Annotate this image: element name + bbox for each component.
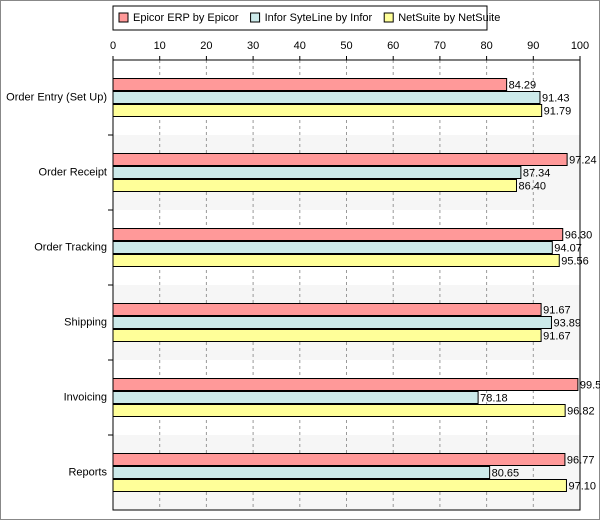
x-tick-label: 10	[154, 40, 166, 52]
y-tick-label: Order Tracking	[34, 241, 107, 253]
value-label: 96.77	[567, 454, 595, 466]
x-tick-label: 80	[480, 40, 492, 52]
value-label: 95.56	[561, 255, 589, 267]
bar	[112, 241, 553, 254]
x-tick-label: 20	[200, 40, 212, 52]
bar	[112, 378, 579, 391]
value-label: 84.29	[509, 79, 537, 91]
bar	[112, 91, 541, 104]
plot-frame	[112, 59, 581, 511]
y-tick-label: Order Receipt	[39, 166, 107, 178]
value-label: 97.24	[569, 154, 597, 166]
legend-swatch	[118, 12, 129, 23]
bar	[112, 166, 522, 179]
bar	[112, 153, 568, 166]
value-label: 91.43	[542, 92, 570, 104]
bar	[112, 391, 479, 404]
y-tick-label: Invoicing	[64, 391, 107, 403]
value-label: 80.65	[492, 467, 520, 479]
x-tick-label: 60	[387, 40, 399, 52]
bar	[112, 479, 567, 492]
value-label: 86.40	[518, 180, 546, 192]
bar	[112, 453, 566, 466]
bar	[112, 466, 491, 479]
value-label: 93.89	[553, 317, 581, 329]
legend-label: Infor SyteLine by Infor	[265, 12, 373, 24]
y-tick-label: Reports	[68, 466, 107, 478]
value-label: 96.82	[567, 405, 595, 417]
value-label: 91.79	[544, 105, 572, 117]
x-tick-label: 50	[340, 40, 352, 52]
bar	[112, 316, 552, 329]
x-tick-label: 70	[434, 40, 446, 52]
x-tick-label: 40	[294, 40, 306, 52]
bar	[112, 404, 566, 417]
legend-label: Epicor ERP by Epicor	[133, 12, 239, 24]
bar	[112, 78, 508, 91]
value-label: 87.34	[523, 167, 551, 179]
legend-swatch	[250, 12, 261, 23]
x-tick-label: 90	[527, 40, 539, 52]
x-tick-label: 0	[110, 40, 116, 52]
legend-box	[112, 5, 488, 31]
y-tick-label: Order Entry (Set Up)	[6, 91, 107, 103]
value-label: 99.55	[580, 379, 600, 391]
bar	[112, 228, 564, 241]
bar	[112, 329, 542, 342]
bar	[112, 104, 543, 117]
value-label: 96.30	[565, 229, 593, 241]
x-tick-label: 30	[247, 40, 259, 52]
value-label: 97.10	[568, 480, 596, 492]
legend-label: NetSuite by NetSuite	[398, 12, 500, 24]
x-tick-label: 100	[571, 40, 589, 52]
y-tick-label: Shipping	[64, 316, 107, 328]
bar	[112, 303, 542, 316]
value-label: 91.67	[543, 330, 571, 342]
value-label: 78.18	[480, 392, 508, 404]
bar	[112, 254, 560, 267]
legend-swatch	[383, 12, 394, 23]
value-label: 91.67	[543, 304, 571, 316]
value-label: 94.07	[554, 242, 582, 254]
bar	[112, 179, 517, 192]
